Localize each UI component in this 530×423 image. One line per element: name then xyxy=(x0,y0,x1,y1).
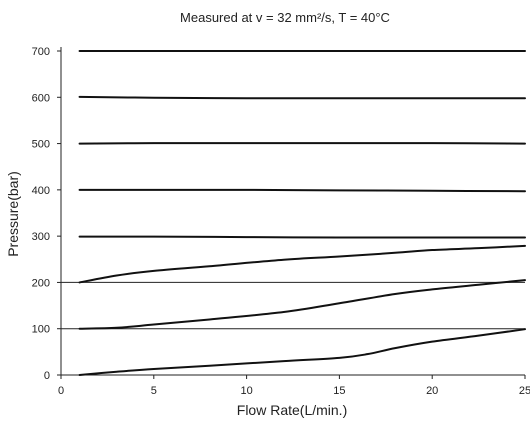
series-curve-4 xyxy=(78,235,526,239)
chart-title: Measured at v = 32 mm²/s, T = 40°C xyxy=(180,10,390,25)
gridlines xyxy=(61,281,525,330)
x-tick-label-10: 10 xyxy=(240,385,252,397)
x-tick-label-0: 0 xyxy=(58,385,64,397)
series-curves xyxy=(78,49,526,376)
x-axis-title: Flow Rate(L/min.) xyxy=(237,402,347,418)
x-tick-label-5: 5 xyxy=(151,385,157,397)
y-tick-label-700: 700 xyxy=(32,46,50,58)
x-tick-label-15: 15 xyxy=(333,385,345,397)
x-tick-label-20: 20 xyxy=(426,385,438,397)
series-curve-5 xyxy=(78,188,526,193)
x-tick-label-25: 25 xyxy=(519,385,530,397)
y-axis-title: Pressure(bar) xyxy=(5,171,21,257)
axes xyxy=(60,47,525,376)
series-curve-3 xyxy=(78,244,526,284)
y-tick-label-300: 300 xyxy=(32,231,50,243)
series-curve-7 xyxy=(78,95,526,100)
ticks: 0 100 200 300 400 500 600 700 0 5 10 15 20 25 xyxy=(32,46,530,397)
series-curve-2 xyxy=(78,279,526,330)
y-tick-label-600: 600 xyxy=(32,92,50,104)
y-tick-label-0: 0 xyxy=(44,370,50,382)
y-tick-label-400: 400 xyxy=(32,185,50,197)
y-tick-label-100: 100 xyxy=(32,324,50,336)
y-tick-label-500: 500 xyxy=(32,139,50,151)
series-curve-1 xyxy=(78,328,526,376)
y-tick-label-200: 200 xyxy=(32,277,50,289)
